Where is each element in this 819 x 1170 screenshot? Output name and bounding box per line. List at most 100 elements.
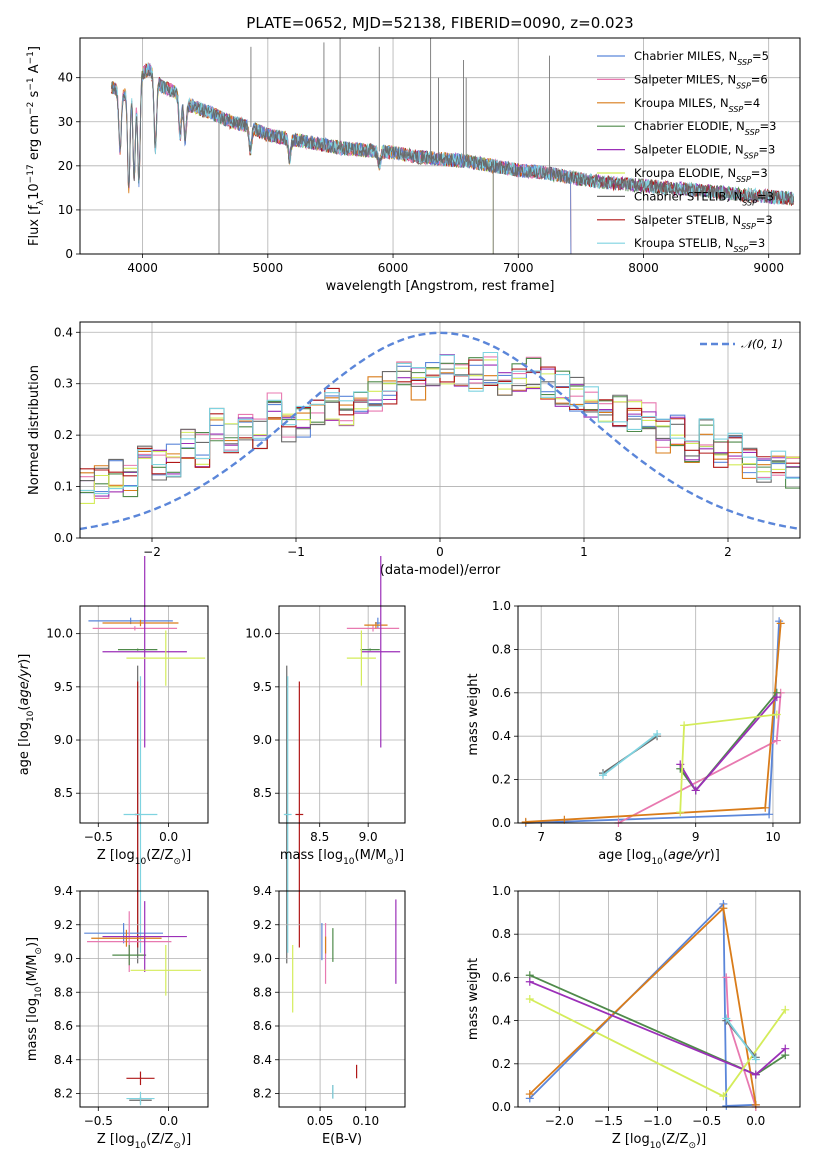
legend-label-chabrier-elodie: Chabrier ELODIE, NSSP=3 [634,119,776,137]
marker-kroupa-miles [751,1100,760,1109]
x-tick-label: −2 [143,545,161,559]
marker-kroupa-elodie [676,808,685,817]
y-tick-label: 0.8 [492,927,511,941]
x-tick-label: 6000 [378,261,409,275]
marker-kroupa-stelib [751,1055,760,1064]
weight-vs-Z-axes: −2.0 −1.5 −1.0 −0.5 0.0 0.0 0.2 0.4 0.6 0.8 1.0 [492,884,800,1128]
marker-salpeter-elodie [691,786,700,795]
y-tick-label: 10.0 [46,627,73,641]
y-tick-label: 8.5 [253,786,272,800]
y-tick-label: 9.5 [54,680,73,694]
weight-vs-Z-lines [525,899,790,1111]
y-tick-label: 20 [58,159,73,173]
x-tick-label: 1 [580,545,588,559]
x-tick-label: 4000 [127,261,158,275]
marker-kroupa-miles [525,1090,534,1099]
age-vs-Z-axes: −0.5 0.0 8.5 9.0 9.5 10.0 [46,606,208,844]
y-axis-label: mass weight [466,673,481,755]
y-tick-label: 9.4 [54,884,73,898]
line-salpeter-miles [725,977,757,1108]
age-vs-Z-errorbars [88,556,206,964]
mass-vs-Z-frame [79,890,209,1108]
marker-kroupa-elodie [772,710,781,719]
y-tick-label: 1.0 [492,599,511,613]
y-tick-label: 8.8 [253,985,272,999]
histogram-kroupa-stelib [80,351,800,495]
histogram-group [80,331,800,531]
y-tick-label: 0.2 [492,773,511,787]
y-tick-label: 8.6 [54,1019,73,1033]
marker-salpeter-miles [772,736,781,745]
legend-label-chabrier-miles: Chabrier MILES, NSSP=5 [634,49,769,67]
x-tick-label: 0.05 [307,1114,334,1128]
marker-kroupa-elodie [719,1092,728,1101]
age-vs-mass-errorbars [283,556,401,964]
x-tick-label: 7 [537,830,545,844]
y-tick-label: 0.0 [54,531,73,545]
y-tick-label: 9.4 [253,884,272,898]
x-tick-label: 8000 [628,261,659,275]
marker-kroupa-stelib [598,771,607,780]
legend-label-salpeter-elodie: Salpeter ELODIE, NSSP=3 [634,143,775,161]
mass-vs-Z-axes: −0.5 0.0 8.2 8.4 8.6 8.8 9.0 9.2 9.4 [54,884,208,1128]
marker-kroupa-stelib [722,1014,731,1023]
marker-salpeter-elodie [751,1070,760,1079]
x-axis-label: Z [log10(Z/Z⊙)] [612,1132,706,1151]
line-chabrier-miles [525,621,780,824]
marker-salpeter-elodie [781,1044,790,1053]
y-tick-label: 8.2 [54,1087,73,1101]
x-tick-label: −1.0 [643,1114,672,1128]
y-tick-label: 8.8 [54,985,73,999]
y-tick-label: 9.0 [54,952,73,966]
y-tick-label: 40 [58,71,73,85]
y-tick-label: 0.3 [54,377,73,391]
y-tick-label: 10.0 [245,627,272,641]
y-tick-label: 10 [58,203,73,217]
marker-kroupa-miles [776,619,785,628]
y-tick-label: 0.8 [492,642,511,656]
y-tick-label: 0.6 [492,686,511,700]
age-vs-mass-frame [278,605,406,824]
marker-kroupa-elodie [525,995,534,1003]
y-tick-label: 9.2 [253,918,272,932]
y-tick-label: 30 [58,115,73,129]
x-axis-label: Z [log10(Z/Z⊙)] [97,848,191,867]
y-tick-label: 9.2 [54,918,73,932]
y-tick-label: 0.0 [492,816,511,830]
x-tick-label: −1 [287,545,305,559]
x-tick-label: 8.5 [310,830,329,844]
legend-label-kroupa-stelib: Kroupa STELIB, NSSP=3 [634,236,765,254]
x-tick-label: 0 [436,545,444,559]
legend-label-salpeter-stelib: Salpeter STELIB, NSSP=3 [634,213,773,231]
y-tick-label: 8.4 [253,1053,272,1067]
marker-chabrier-miles [722,1101,731,1110]
x-tick-label: −0.5 [84,1114,113,1128]
y-tick-label: 0 [65,247,73,261]
x-tick-label: 9 [692,830,700,844]
x-tick-label: −1.5 [594,1114,623,1128]
line-kroupa-elodie [679,713,777,813]
chart-title: PLATE=0652, MJD=52138, FIBERID=0090, z=0… [246,14,633,32]
x-tick-label: −0.5 [84,830,113,844]
weight-vs-age-frame [517,605,801,824]
legend-label-salpeter-miles: Salpeter MILES, NSSP=6 [634,72,768,90]
x-axis-label: age [log10(age/yr)] [598,848,720,867]
y-axis-label: age [log10(age/yr)] [17,654,36,776]
spectrum-frame [79,37,801,255]
line-kroupa-stelib [602,733,658,777]
y-tick-label: 8.6 [253,1019,272,1033]
mass-vs-Z-errorbars [84,901,201,1106]
line-kroupa-stelib [725,1017,757,1061]
spectrum-line-chabrier-stelib [110,65,794,205]
y-tick-label: 8.2 [253,1087,272,1101]
marker-kroupa-miles [560,815,569,824]
marker-chabrier-miles [765,810,774,819]
x-tick-label: 0.0 [746,1114,765,1128]
marker-kroupa-elodie [781,1005,790,1014]
x-axis-label: wavelength [Angstrom, rest frame] [326,279,555,294]
spectrum-series-group [110,38,795,254]
legend-label-chabrier-stelib: Chabrier STELIB, NSSP=3 [634,189,774,207]
x-tick-label: −2.0 [545,1114,574,1128]
x-tick-label: 9.0 [359,830,378,844]
marker-kroupa-miles [761,803,770,812]
